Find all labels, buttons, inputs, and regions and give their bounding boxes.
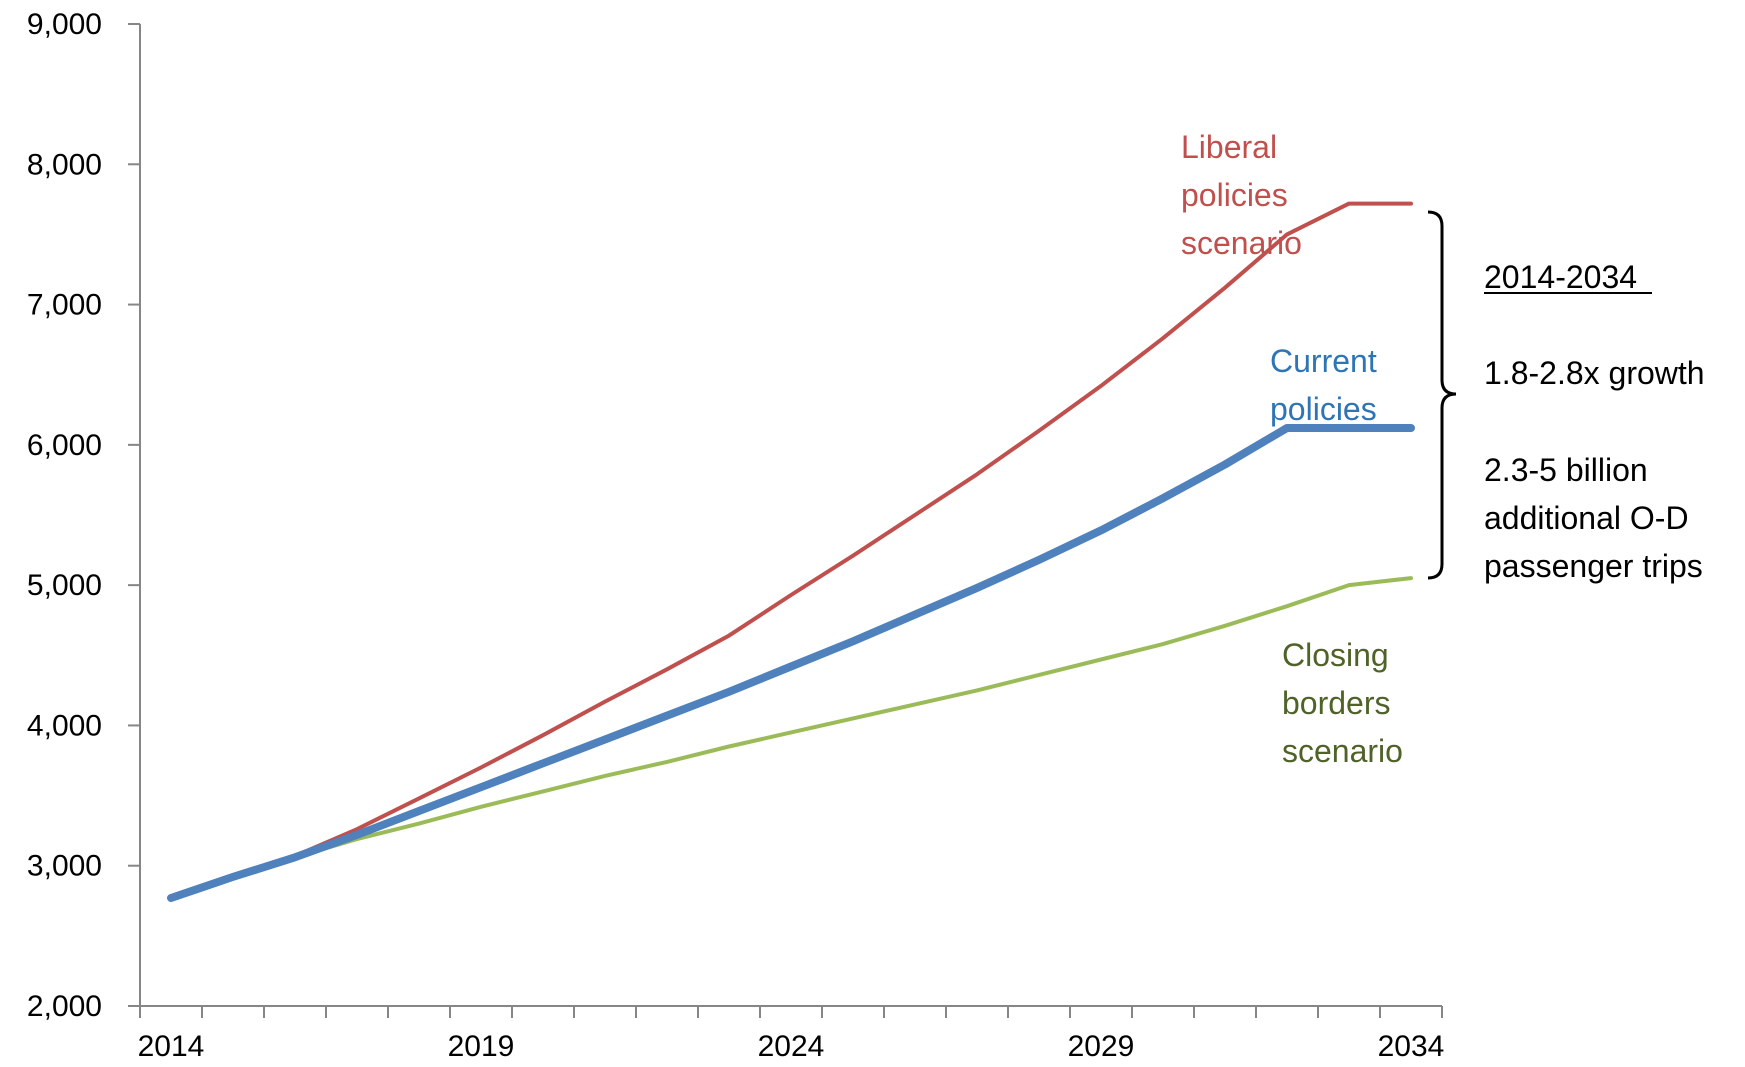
- y-tick-label: 9,000: [27, 8, 102, 41]
- trips-text: 2.3-5 billion additional O-D passenger t…: [1484, 452, 1703, 584]
- series-line-current: [167, 424, 1415, 902]
- x-tick-label: 2029: [1068, 1030, 1135, 1063]
- x-tick-label: 2019: [448, 1030, 515, 1063]
- range-brace: [1427, 210, 1457, 580]
- closing-label-line: borders: [1282, 685, 1391, 721]
- liberal-label-line: Liberal: [1181, 129, 1277, 165]
- y-tick-label: 3,000: [27, 850, 102, 883]
- y-tick-label: 2,000: [27, 990, 102, 1023]
- current-label: Current policies: [1270, 343, 1386, 427]
- series-line-liberal: [169, 201, 1413, 900]
- range-heading: 2014-2034: [1484, 259, 1637, 295]
- y-tick-label: 7,000: [27, 289, 102, 322]
- series-lines: [167, 201, 1415, 902]
- x-tick-label: 2024: [758, 1030, 825, 1063]
- x-ticks: 2014 2019 2024 2029 2034: [138, 1006, 1445, 1063]
- x-tick-label: 2034: [1378, 1030, 1445, 1063]
- y-tick-label: 4,000: [27, 709, 102, 742]
- y-tick-label: 8,000: [27, 148, 102, 181]
- trips-text-line: additional O-D: [1484, 500, 1689, 536]
- x-tick-label: 2014: [138, 1030, 205, 1063]
- y-tick-label: 5,000: [27, 569, 102, 602]
- closing-label-line: Closing: [1282, 637, 1389, 673]
- closing-label: Closing borders scenario: [1282, 637, 1403, 769]
- liberal-label-line: policies: [1181, 177, 1288, 213]
- series-line-closing: [169, 576, 1413, 900]
- y-ticks: 2,000 3,000 4,000 5,000 6,000 7,000 8,000 9,000: [27, 8, 140, 1023]
- closing-label-line: scenario: [1282, 733, 1403, 769]
- current-label-line: Current: [1270, 343, 1377, 379]
- trips-text-line: 2.3-5 billion: [1484, 452, 1648, 488]
- current-label-line: policies: [1270, 391, 1377, 427]
- trips-text-line: passenger trips: [1484, 548, 1703, 584]
- growth-text: 1.8-2.8x growth: [1484, 355, 1705, 391]
- liberal-label-line: scenario: [1181, 225, 1302, 261]
- liberal-label: Liberal policies scenario: [1181, 129, 1302, 261]
- y-tick-label: 6,000: [27, 429, 102, 462]
